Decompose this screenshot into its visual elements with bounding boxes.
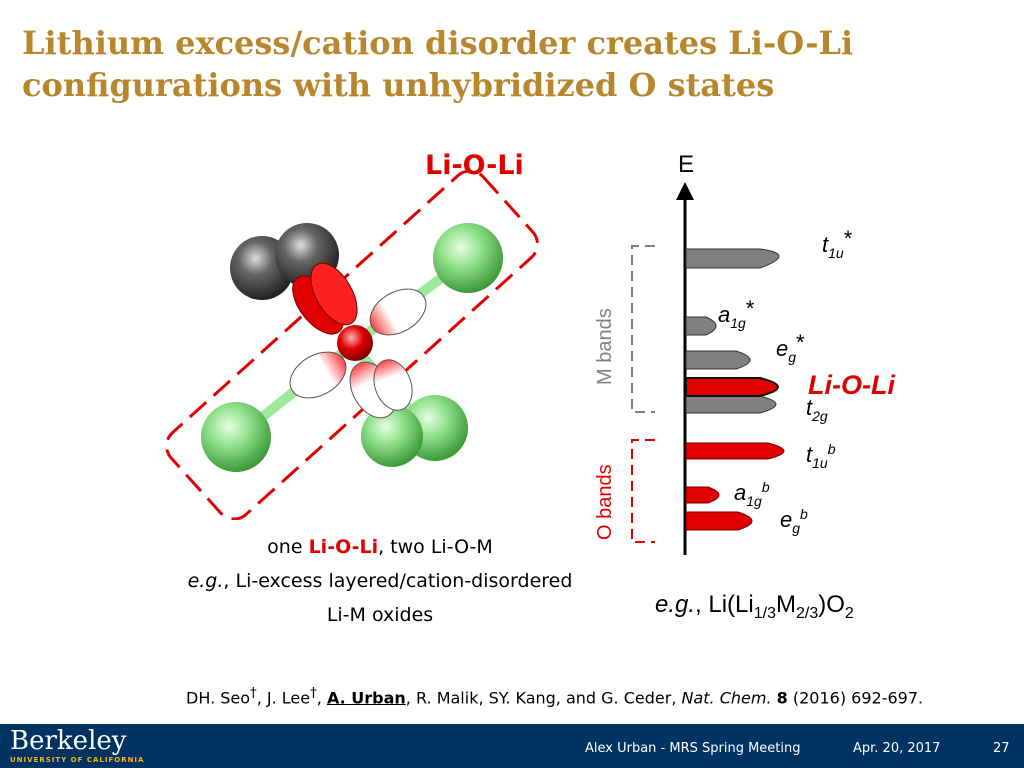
slide-title: Lithium excess/cation disorder creates L… [22,22,1002,106]
example-formula: e.g., Li(Li1/3M2/3)O2 [655,591,854,622]
label-t1u-star: t1u* [822,226,853,261]
ref-dagger-2: † [310,686,317,701]
orbital-lobe-white-4 [373,359,413,411]
m-bands-label: M bands [594,308,616,385]
molecule-caption: one Li-O-Li, two Li-O-M e.g., Li-excess … [170,530,590,632]
caption-line-3: Li-M oxides [326,604,434,626]
ref-volume: 8 [776,688,788,708]
berkeley-logo-subtitle: UNIVERSITY OF CALIFORNIA [10,756,145,764]
band-t1u-star [685,248,780,269]
o-bands-label: O bands [594,464,616,540]
band-t1u-b [685,442,785,460]
o-bands-bracket [631,439,655,543]
molecule-label: Li-O-Li [425,150,524,181]
caption-line-1: one Li-O-Li, two Li-O-M [170,530,590,564]
orbital-lobe-white-2 [289,351,347,399]
band-a1g-b [685,486,720,504]
band-a1g-star [685,316,717,336]
title-line-1: Lithium excess/cation disorder creates L… [22,24,854,62]
caption-highlight: Li-O-Li [308,536,379,558]
label-eg-b: egb [780,506,808,536]
molecule-illustration [165,169,539,520]
energy-axis-arrow [676,182,694,200]
ref-journal: Nat. Chem. [681,688,772,708]
title-line-2: configurations with unhybridized O state… [22,66,775,104]
band-t2g [685,395,777,414]
footer-meeting: Alex Urban - MRS Spring Meeting [585,741,801,756]
li-o-li-band-label: Li-O-Li [808,370,895,400]
energy-diagram: E M bands O bands t1u* a1g* eg* t2g t1ub… [594,151,895,622]
caption-pre: one [267,536,309,558]
label-a1g-star: a1g* [718,296,755,331]
orbital-lobe-red-2 [310,262,358,326]
ref-author-1: DH. Seo [186,688,251,708]
band-eg-star [685,350,751,370]
footer-date: Apr. 20, 2017 [853,741,941,756]
label-t1u-b: t1ub [806,441,836,471]
li-atom-2 [201,402,271,472]
page-number: 27 [993,741,1010,756]
li-atom-4 [361,405,423,467]
caption-line-2-rest: , Li-excess layered/cation-disordered [223,570,573,592]
li-atom-1 [433,223,503,293]
energy-axis-label: E [678,151,694,178]
label-a1g-b: a1gb [734,479,770,509]
caption-post: , two Li-O-M [378,536,493,558]
m-bands-bracket [631,245,655,413]
footer-bar: Berkeley UNIVERSITY OF CALIFORNIA Alex U… [0,724,1024,768]
caption-line-2: e.g., Li-excess layered/cation-disordere… [170,564,590,598]
ref-authors-rest: , R. Malik, SY. Kang, and G. Ceder, [405,688,682,708]
ref-separator: , [316,688,327,708]
band-eg-b [685,511,753,531]
orbital-lobe-white-1 [369,288,427,336]
ref-dagger-1: † [250,686,257,701]
oxygen-atom [337,325,373,361]
ref-author-2: , J. Lee [256,688,311,708]
ref-pages: (2016) 692-697. [787,688,924,708]
berkeley-logo: Berkeley [10,726,127,756]
label-eg-star: eg* [776,330,805,365]
label-t2g: t2g [806,395,828,424]
caption-eg: e.g. [187,570,224,592]
reference: DH. Seo†, J. Lee†, A. Urban, R. Malik, S… [186,686,923,707]
ref-author-highlight: A. Urban [326,688,406,708]
band-li-o-li [685,377,779,397]
